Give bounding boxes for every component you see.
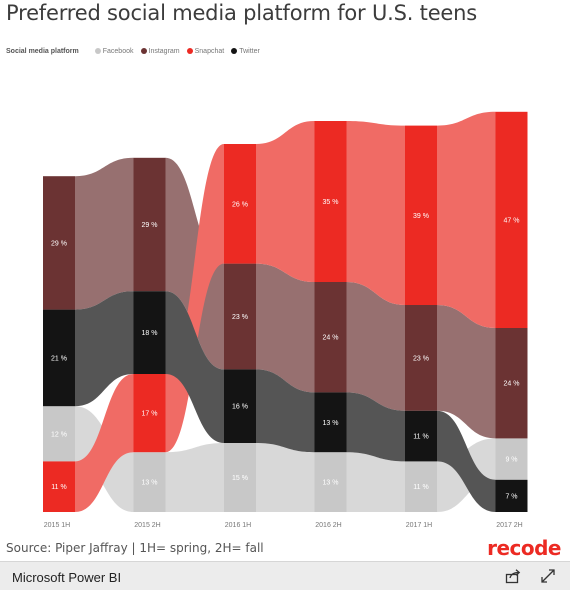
ribbon-instagram xyxy=(256,263,315,393)
value-label: 23 % xyxy=(232,314,248,321)
share-icon[interactable] xyxy=(504,567,522,585)
value-label: 23 % xyxy=(413,355,429,362)
x-tick-label: 2017 1H xyxy=(406,522,432,529)
bar-segment-twitter[interactable] xyxy=(314,392,347,453)
x-tick-label: 2017 2H xyxy=(496,522,522,529)
ribbon-instagram xyxy=(437,305,496,439)
value-label: 13 % xyxy=(142,480,158,487)
legend-swatch-snapchat xyxy=(186,48,193,54)
bar-segment-twitter[interactable] xyxy=(405,410,437,462)
legend-label-facebook: Facebook xyxy=(102,47,134,55)
ribbon-facebook xyxy=(346,452,405,512)
value-label: 24 % xyxy=(504,381,520,388)
value-label: 11 % xyxy=(51,484,66,491)
value-label: 29 % xyxy=(51,240,67,247)
bar-segment-twitter[interactable] xyxy=(133,291,166,374)
bar-segment-twitter[interactable] xyxy=(224,369,256,443)
bar-segment-instagram[interactable] xyxy=(224,263,256,370)
bar-segment-snapchat[interactable] xyxy=(224,144,256,264)
value-label: 11 % xyxy=(413,484,428,491)
legend-item-snapchat[interactable]: Snapchat xyxy=(186,47,225,55)
ribbon-twitter xyxy=(346,392,405,462)
bar-segment-facebook[interactable] xyxy=(495,438,528,480)
bar-segment-facebook[interactable] xyxy=(133,452,166,512)
source-note: Source: Piper Jaffray | 1H= spring, 2H= … xyxy=(6,541,264,555)
bar-segment-snapchat[interactable] xyxy=(495,111,528,328)
bar-segment-facebook[interactable] xyxy=(405,461,437,512)
legend-swatch-twitter xyxy=(231,48,238,54)
ribbon-twitter xyxy=(165,291,224,443)
x-tick-label: 2015 2H xyxy=(134,522,160,529)
value-label: 18 % xyxy=(142,330,158,337)
value-label: 29 % xyxy=(142,222,158,229)
ribbon-twitter xyxy=(75,291,134,407)
bar-segment-instagram[interactable] xyxy=(314,282,347,393)
value-label: 7 % xyxy=(505,493,517,500)
expand-icon[interactable] xyxy=(539,567,557,585)
bar-segment-facebook[interactable] xyxy=(43,406,75,462)
value-label: 35 % xyxy=(323,199,339,206)
legend-label-instagram: Instagram xyxy=(148,47,180,55)
value-label: 11 % xyxy=(413,434,428,441)
legend-item-facebook[interactable]: Facebook xyxy=(94,47,134,55)
value-label: 24 % xyxy=(323,335,339,342)
ribbon-instagram xyxy=(346,282,405,411)
bar-layer xyxy=(43,111,528,512)
ribbon-twitter xyxy=(256,369,315,453)
value-label: 12 % xyxy=(51,431,67,438)
value-label: 13 % xyxy=(323,480,339,487)
legend-item-instagram[interactable]: Instagram xyxy=(140,47,180,55)
ribbon-facebook xyxy=(165,443,224,512)
value-label: 15 % xyxy=(232,475,248,482)
bar-segment-instagram[interactable] xyxy=(495,328,528,439)
bar-segment-instagram[interactable] xyxy=(133,157,166,292)
ribbon-snapchat xyxy=(256,121,315,282)
ribbon-instagram xyxy=(75,157,134,310)
bar-segment-instagram[interactable] xyxy=(43,176,75,310)
bar-segment-instagram[interactable] xyxy=(405,305,437,411)
value-label: 26 % xyxy=(232,201,248,208)
value-label: 9 % xyxy=(505,457,517,464)
value-label-layer: 12 % 29 % 11 % 21 % 13 % 29 % 17 % 18 % 15 % 23 %… xyxy=(51,199,519,500)
ribbon-twitter xyxy=(437,410,496,512)
bar-segment-snapchat[interactable] xyxy=(314,121,347,282)
bar-segment-snapchat[interactable] xyxy=(43,461,75,512)
bar-segment-facebook[interactable] xyxy=(224,443,256,512)
bar-segment-twitter[interactable] xyxy=(495,479,528,512)
x-axis: 2015 1H 2015 2H 2016 1H 2016 2H 2017 1H 2017 … xyxy=(44,522,523,529)
legend-title: Social media platform xyxy=(6,47,79,55)
x-tick-label: 2015 1H xyxy=(44,522,70,529)
bar-segment-facebook[interactable] xyxy=(314,452,347,512)
legend: Social media platform Facebook Instagram… xyxy=(6,45,267,57)
bar-segment-twitter[interactable] xyxy=(43,309,75,407)
value-label: 39 % xyxy=(413,213,429,220)
ribbon-chart: 12 % 29 % 11 % 21 % 13 % 29 % 17 % 18 % 15 % 23 %… xyxy=(43,111,528,529)
legend-item-twitter[interactable]: Twitter xyxy=(231,48,260,55)
value-label: 13 % xyxy=(323,420,339,427)
ribbon-snapchat xyxy=(75,374,134,512)
legend-swatch-facebook xyxy=(94,48,101,54)
legend-swatch-instagram xyxy=(140,48,147,54)
recode-logo: recode xyxy=(487,536,561,560)
bar-segment-snapchat[interactable] xyxy=(133,374,166,453)
powerbi-label[interactable]: Microsoft Power BI xyxy=(12,570,122,585)
value-label: 17 % xyxy=(142,411,158,418)
chart-title: Preferred social media platform for U.S.… xyxy=(6,1,478,25)
ribbon-snapchat xyxy=(346,121,405,305)
ribbon-facebook xyxy=(256,443,315,512)
ribbon-snapchat xyxy=(437,111,496,328)
legend-label-twitter: Twitter xyxy=(239,47,260,55)
powerbi-footer: Microsoft Power BI xyxy=(0,561,570,590)
value-label: 47 % xyxy=(504,217,520,224)
legend-label-snapchat: Snapchat xyxy=(194,47,225,55)
value-label: 21 % xyxy=(51,355,67,362)
x-tick-label: 2016 2H xyxy=(315,522,341,529)
x-tick-label: 2016 1H xyxy=(225,522,251,529)
value-label: 16 % xyxy=(232,404,248,411)
bar-segment-snapchat[interactable] xyxy=(405,125,437,305)
ribbon-layer xyxy=(75,111,496,512)
